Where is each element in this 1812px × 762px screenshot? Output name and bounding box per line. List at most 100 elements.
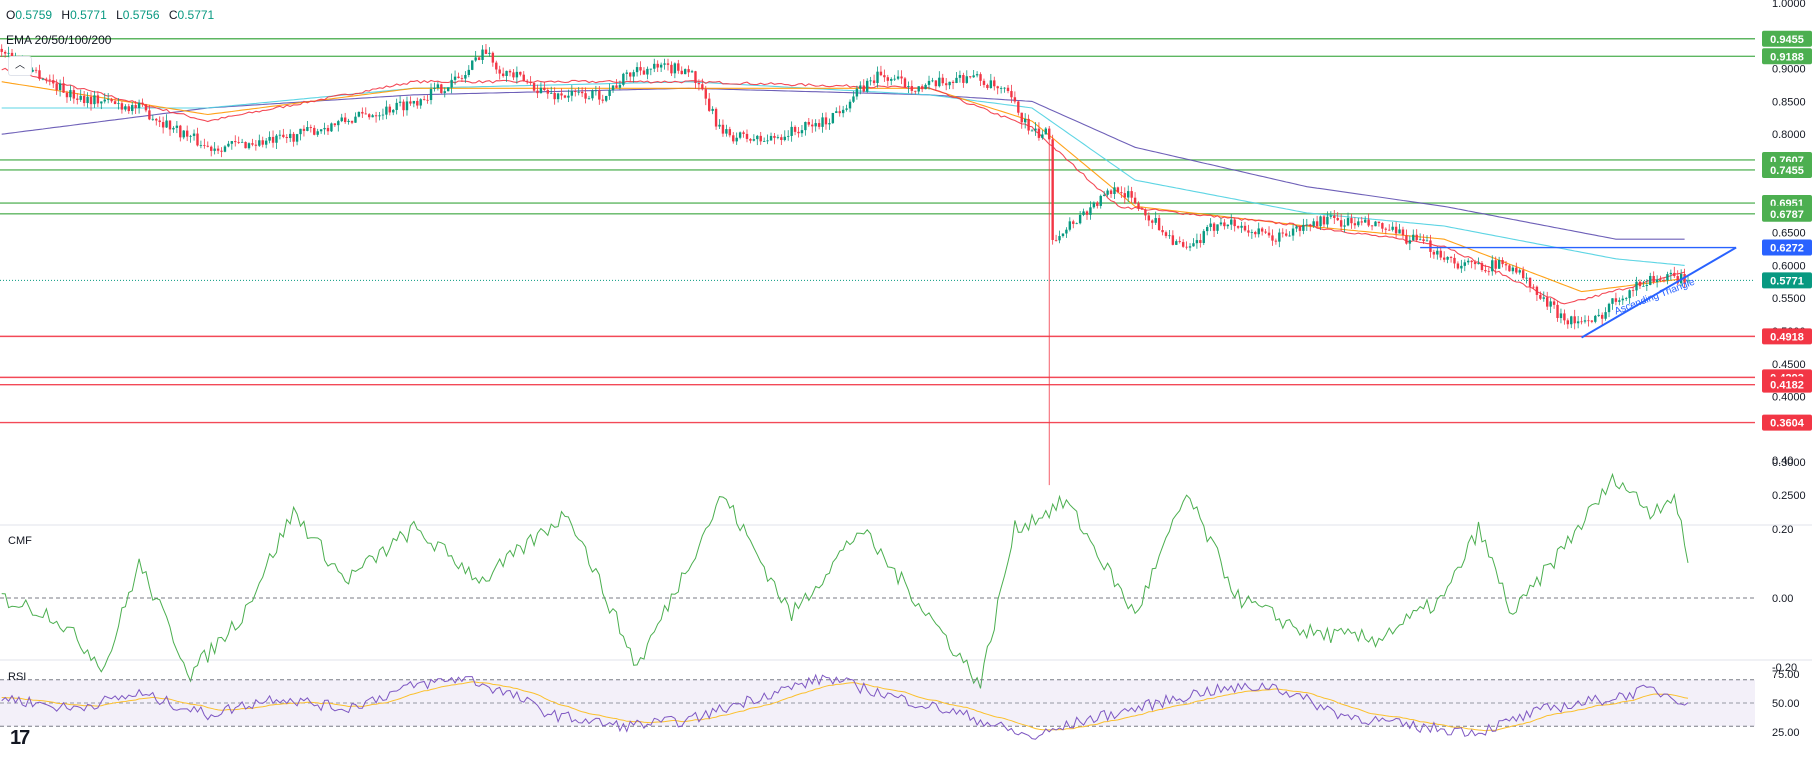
candle-body xyxy=(388,106,392,113)
candle-body xyxy=(508,70,512,73)
candle-body xyxy=(1233,219,1236,227)
candle-body xyxy=(1429,240,1432,252)
candle-body xyxy=(93,95,96,105)
candle-body xyxy=(1260,228,1264,232)
candle-body xyxy=(1130,191,1133,198)
candle-body xyxy=(1048,128,1051,140)
candle-body xyxy=(1315,221,1319,227)
candle-body xyxy=(828,123,831,125)
candle-body xyxy=(862,85,865,92)
candle-body xyxy=(539,87,543,94)
candle-body xyxy=(721,124,725,134)
candle-body xyxy=(951,81,955,83)
triangle-top-badge-bg xyxy=(1762,239,1812,256)
level-badge-0.4918-bg xyxy=(1762,328,1812,345)
ema-indicator-label[interactable]: EMA 20/50/100/200 xyxy=(6,33,112,47)
last-price-badge-bg xyxy=(1762,272,1812,289)
candle-body xyxy=(1298,226,1302,231)
candle-body xyxy=(278,134,282,136)
candle-body xyxy=(1546,297,1549,307)
candle-body xyxy=(1559,313,1563,319)
candle-body xyxy=(567,95,570,98)
candle-body xyxy=(1542,297,1545,299)
open-key: O xyxy=(6,8,16,22)
candle-body xyxy=(1669,272,1673,275)
candle-body xyxy=(488,52,491,54)
candle-body xyxy=(1580,321,1583,323)
candle-body xyxy=(1590,320,1594,322)
high-key: H xyxy=(61,8,71,22)
candle-body xyxy=(1391,226,1394,230)
ohlc-legend: O0.5759 H0.5771 L0.5756 C0.5771 xyxy=(6,8,220,22)
candle-body xyxy=(275,135,278,143)
candle-body xyxy=(800,130,804,134)
candle-body xyxy=(429,89,433,101)
candle-body xyxy=(282,134,285,138)
tradingview-logo[interactable]: 17 xyxy=(10,727,30,749)
candle-body xyxy=(144,104,148,111)
candle-body xyxy=(340,117,343,122)
candle-body xyxy=(574,91,577,93)
candle-body xyxy=(151,118,155,120)
candle-body xyxy=(519,71,522,75)
level-badge-0.7455: 0.7455 xyxy=(1770,165,1804,177)
candle-body xyxy=(326,127,330,132)
candle-body xyxy=(1412,234,1415,241)
candle-body xyxy=(876,71,879,84)
candle-body xyxy=(1123,193,1126,198)
candle-body xyxy=(941,77,944,84)
candle-body xyxy=(931,80,934,82)
candle-body xyxy=(1508,265,1511,272)
candle-body xyxy=(1065,229,1068,234)
candle-body xyxy=(601,99,604,101)
candle-body xyxy=(920,86,924,90)
candle-body xyxy=(1010,91,1013,98)
candle-body xyxy=(1027,118,1030,131)
candle-body xyxy=(1625,298,1628,299)
candle-body xyxy=(656,63,659,68)
candle-body xyxy=(570,91,574,96)
candle-body xyxy=(683,69,687,75)
candle-body xyxy=(694,71,697,83)
level-badge-0.3604-bg xyxy=(1762,414,1812,431)
candle-body xyxy=(227,143,230,147)
candle-body xyxy=(412,100,416,104)
price-tick-label: 0.4500 xyxy=(1772,359,1806,371)
candle-body xyxy=(1645,284,1649,286)
candle-body xyxy=(1157,218,1161,231)
candle-body xyxy=(127,106,130,112)
candle-body xyxy=(1566,320,1570,325)
candle-body xyxy=(1264,231,1267,233)
collapse-legend-button[interactable]: ︿ xyxy=(8,56,32,76)
triangle-support-line xyxy=(1581,246,1737,339)
candle-body xyxy=(687,69,690,73)
candle-body xyxy=(883,75,886,78)
candle-body xyxy=(529,81,532,84)
candle-body xyxy=(962,75,965,83)
candle-body xyxy=(1096,202,1099,206)
candle-body xyxy=(55,83,58,91)
candle-body xyxy=(220,150,223,152)
candle-body xyxy=(1013,97,1017,102)
candle-body xyxy=(787,135,790,137)
candle-body xyxy=(1405,235,1408,244)
candle-body xyxy=(1278,232,1281,242)
candle-body xyxy=(117,103,120,105)
candle-body xyxy=(965,76,968,83)
candle-body xyxy=(158,120,161,123)
candle-body xyxy=(759,135,762,142)
candle-body xyxy=(556,93,560,100)
candle-body xyxy=(381,114,385,116)
candle-body xyxy=(1614,298,1618,302)
candle-body xyxy=(374,115,378,117)
candle-body xyxy=(1491,260,1494,272)
candle-body xyxy=(982,80,986,85)
candle-body xyxy=(161,122,165,128)
candle-body xyxy=(1230,219,1233,225)
candle-body xyxy=(1515,267,1518,273)
candle-body xyxy=(752,139,756,141)
candle-body xyxy=(1339,220,1343,227)
candle-body xyxy=(501,73,505,77)
candle-body xyxy=(1120,192,1123,194)
